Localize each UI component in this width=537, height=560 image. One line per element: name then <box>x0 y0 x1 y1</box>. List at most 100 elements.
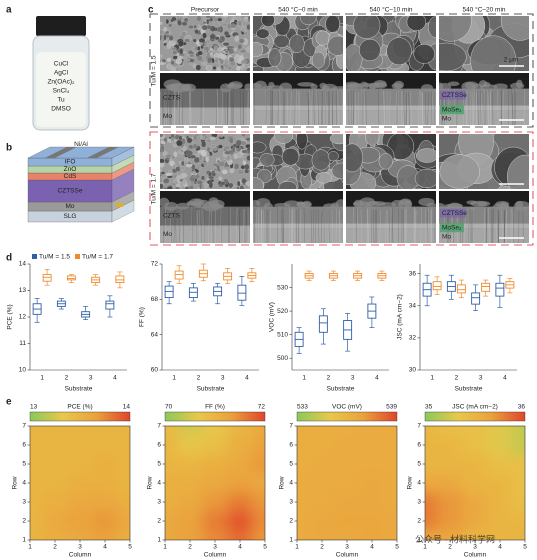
contact <box>116 203 123 207</box>
heatmap-cell <box>92 473 118 493</box>
heatmap-cell <box>227 530 253 540</box>
heatmap-cell <box>512 473 525 493</box>
sem-grain <box>325 16 341 33</box>
heatmap-cell <box>30 454 43 474</box>
colorbar <box>29 411 131 422</box>
heatmap-cell <box>67 426 93 436</box>
y-tick-label: 4 <box>22 480 26 487</box>
sem-grain <box>329 134 343 145</box>
sem-column-texture <box>245 210 247 243</box>
sem-surface-grain <box>516 79 523 88</box>
sem-grain <box>177 40 184 47</box>
sem-column-texture <box>418 90 420 125</box>
y-tick-label: 6 <box>157 442 161 449</box>
colorbar-min: 35 <box>425 404 433 411</box>
heatmap-cell <box>309 426 335 436</box>
heatmap-cell <box>437 454 463 474</box>
sem-grain <box>219 134 224 138</box>
sem-grain <box>346 43 363 71</box>
heatmap-cell <box>252 473 265 493</box>
sem-grain <box>207 49 215 54</box>
heatmap-cell <box>165 435 178 455</box>
sem-column-texture <box>238 210 240 243</box>
sem-grain <box>193 24 197 29</box>
device-layer-label: Mo <box>65 203 74 210</box>
colorbar-min: 533 <box>297 404 308 411</box>
heatmap-cell <box>462 435 488 455</box>
sem-column-texture <box>337 91 339 125</box>
colorbar-title: FF (%) <box>205 404 225 411</box>
sem-column-texture <box>312 206 315 243</box>
sem-grain <box>228 48 235 55</box>
sem-surface-grain <box>253 83 262 91</box>
y-tick-label: 7 <box>289 423 293 430</box>
colorbar <box>296 411 398 422</box>
sem-grain <box>217 17 223 22</box>
sem-grain <box>224 58 229 65</box>
sem-column-texture <box>228 206 230 243</box>
sem-grain <box>181 160 185 166</box>
vial-label: CuCl <box>54 61 69 68</box>
sem-column-texture <box>370 208 372 243</box>
heatmap-cell <box>487 454 513 474</box>
heatmap-cell <box>165 426 178 436</box>
sem-grain <box>439 154 480 189</box>
x-tick-label: 4 <box>498 544 502 551</box>
sem-column-texture <box>175 209 177 243</box>
sem-column-texture <box>367 206 369 243</box>
heatmap-cells <box>297 426 397 540</box>
heatmap-cell <box>42 530 68 540</box>
sem-grain <box>257 169 272 184</box>
y-axis-label: Row <box>279 476 286 489</box>
sem-grain <box>237 44 243 50</box>
sem-column-texture <box>485 210 487 243</box>
sem-grain <box>213 52 220 58</box>
sem-film <box>253 206 343 224</box>
sem-grain <box>327 151 339 162</box>
sem-grain <box>327 35 343 56</box>
sem-column-texture <box>354 91 356 125</box>
sem-column-texture <box>361 89 363 125</box>
sem-grain <box>237 169 245 175</box>
sem-grain <box>219 39 223 44</box>
y-tick-label: 64 <box>151 331 159 338</box>
sem-surface-grain <box>447 81 460 87</box>
x-tick-label: 1 <box>302 375 306 382</box>
heatmap-cell <box>202 426 228 436</box>
sem-column-texture <box>401 91 403 125</box>
sem-grain <box>160 29 164 35</box>
heatmap-cell <box>117 426 130 436</box>
sem-column-texture <box>174 90 175 125</box>
sem-grain <box>231 147 236 153</box>
sem-mose2 <box>253 105 343 111</box>
y-tick-label: 7 <box>417 423 421 430</box>
heatmap-cell <box>67 511 93 531</box>
heatmap-cell <box>297 511 310 531</box>
sem-surface-grain <box>253 199 261 208</box>
sem-column-texture <box>415 210 417 243</box>
y-tick-label: 5 <box>22 461 26 468</box>
sem-grain <box>176 16 180 20</box>
sem-column-texture <box>408 91 410 125</box>
sem-surface-grain <box>176 202 190 210</box>
sem-column-texture <box>311 89 313 125</box>
sem-grain <box>211 172 217 177</box>
heatmap-cell <box>462 492 488 512</box>
y-axis-label: Row <box>407 476 414 489</box>
sem-grain <box>247 180 250 187</box>
y-tick-label: 11 <box>19 340 26 347</box>
y-tick-label: 34 <box>409 302 417 309</box>
sem-column-texture <box>317 208 320 243</box>
heatmap-cell <box>67 530 93 540</box>
y-tick-label: 510 <box>277 331 288 338</box>
sem-grain <box>173 151 178 158</box>
sem-grain <box>500 16 529 41</box>
sem-film <box>346 88 436 106</box>
heatmap-cell <box>67 435 93 455</box>
x-tick-label: 3 <box>351 375 355 382</box>
heatmap-cell <box>359 511 385 531</box>
heatmap-cell <box>437 511 463 531</box>
sem-column-texture <box>160 91 162 125</box>
heatmap-cell <box>92 511 118 531</box>
